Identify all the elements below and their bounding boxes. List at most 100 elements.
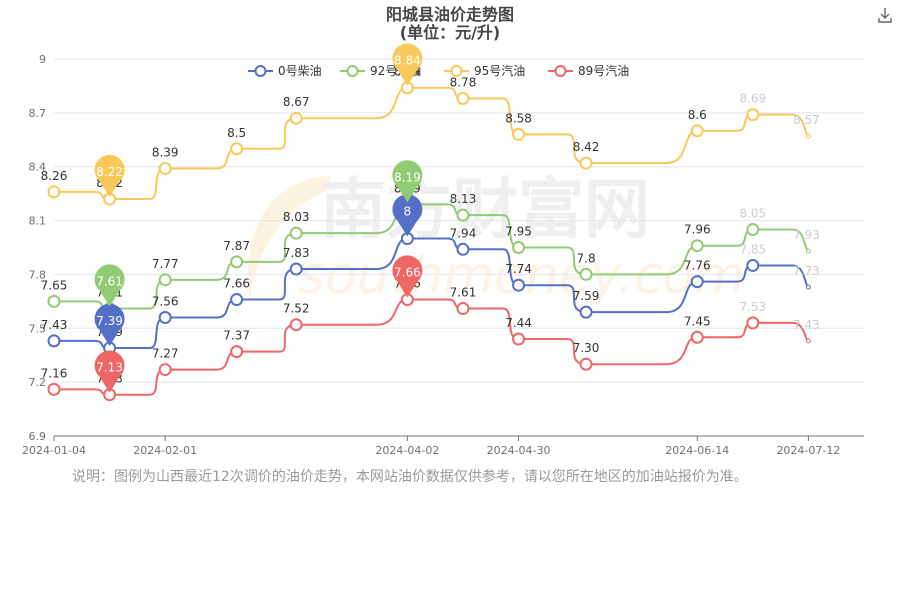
data-point	[512, 241, 526, 254]
marker-pin: 7.61	[94, 264, 125, 307]
y-tick-label: 6.9	[29, 430, 47, 443]
y-tick-label: 8.4	[29, 161, 47, 174]
marker-pin-shape	[94, 303, 125, 347]
data-point	[456, 208, 470, 222]
data-label: 8.58	[505, 111, 532, 125]
data-label: 7.96	[684, 223, 711, 237]
data-label: 8.39	[152, 146, 179, 160]
data-label: 7.52	[283, 302, 310, 316]
watermark-swoosh	[248, 175, 330, 300]
data-point	[230, 345, 244, 359]
data-point	[158, 162, 172, 176]
data-label: 7.53	[739, 300, 766, 314]
marker-pin-shape	[392, 43, 423, 86]
data-label: 7.43	[41, 318, 68, 332]
marker-pin: 7.66	[392, 255, 423, 298]
data-label: 7.65	[41, 278, 68, 292]
data-label: 7.93	[793, 228, 820, 242]
data-point	[805, 248, 811, 254]
legend-marker	[450, 65, 463, 77]
download-icon[interactable]	[876, 6, 894, 24]
legend[interactable]: 0号柴油 92号汽油 95号汽油 89号汽油	[248, 63, 629, 78]
data-point	[690, 275, 704, 289]
data-point	[230, 142, 244, 156]
x-tick-label: 2024-02-01	[133, 444, 197, 457]
legend-item[interactable]: 95号汽油	[444, 63, 525, 78]
data-point	[690, 239, 704, 253]
data-point	[579, 267, 593, 281]
data-label: 7.83	[283, 246, 310, 260]
legend-marker	[554, 65, 567, 77]
data-point	[579, 305, 593, 319]
data-point	[289, 226, 303, 240]
data-point	[230, 293, 244, 307]
data-point	[158, 273, 172, 287]
marker-pin-label: 8.84	[394, 54, 421, 68]
data-point	[805, 133, 811, 139]
data-label: 8.6	[688, 108, 707, 122]
data-point	[579, 357, 593, 371]
data-label: 8.5	[227, 126, 246, 140]
data-point	[456, 91, 470, 105]
data-point	[47, 294, 61, 308]
marker-pin: 7.39	[94, 303, 125, 347]
data-point	[47, 334, 61, 348]
data-label: 8.03	[283, 210, 310, 224]
min-max-markers: 7.39 8 7.61 8.19 8.22 8.84 7.13 7.66	[94, 43, 423, 393]
marker-pin: 7.13	[94, 350, 125, 393]
legend-label: 0号柴油	[278, 64, 322, 78]
data-label: 7.44	[505, 316, 532, 330]
data-label: 7.85	[739, 242, 766, 256]
watermark-cn: 南方财富网	[320, 171, 650, 248]
data-point	[746, 108, 760, 122]
data-label: 7.27	[152, 347, 179, 361]
legend-item[interactable]: 0号柴油	[248, 64, 322, 78]
data-point	[289, 111, 303, 125]
data-label: 7.56	[152, 295, 179, 309]
y-tick-label: 8.1	[29, 215, 47, 228]
x-axis: 2024-01-04 2024-02-01 2024-04-02 2024-04-30…	[22, 435, 864, 457]
data-point	[47, 382, 61, 396]
y-tick-label: 8.7	[29, 107, 47, 120]
legend-marker	[254, 65, 267, 77]
data-point	[690, 330, 704, 344]
data-label: 8.05	[739, 207, 766, 221]
x-tick-label: 2024-06-14	[665, 444, 729, 457]
data-label: 8.57	[793, 113, 820, 127]
marker-pin-shape	[392, 255, 423, 298]
data-label: 7.8	[577, 251, 596, 265]
marker-pin-shape	[392, 160, 423, 203]
marker-pin-label: 7.39	[96, 314, 123, 328]
data-point	[746, 316, 760, 330]
data-label: 7.30	[573, 341, 600, 355]
data-point	[456, 302, 470, 316]
data-label: 7.94	[450, 226, 477, 240]
data-point	[289, 318, 303, 332]
marker-pin: 8.19	[392, 160, 423, 203]
marker-pin: 8	[392, 194, 423, 237]
y-tick-label: 9	[39, 53, 46, 66]
legend-marker	[346, 65, 359, 77]
x-tick-label: 2024-04-02	[375, 444, 439, 457]
marker-pin-label: 8.19	[394, 170, 421, 184]
data-point	[158, 363, 172, 377]
data-label: 7.87	[223, 239, 250, 253]
data-point	[512, 127, 526, 141]
y-tick-label: 7.5	[29, 322, 47, 335]
data-point	[47, 185, 61, 199]
legend-item[interactable]: 89号汽油	[548, 63, 629, 78]
data-label: 7.59	[573, 289, 600, 303]
data-point	[512, 332, 526, 346]
marker-pin-label: 8.22	[96, 165, 123, 179]
legend-label: 95号汽油	[474, 63, 525, 78]
data-label: 7.73	[793, 264, 820, 278]
data-point	[746, 223, 760, 237]
data-label: 8.69	[739, 92, 766, 106]
data-label: 8.13	[450, 192, 477, 206]
data-point	[512, 278, 526, 292]
data-label: 7.16	[41, 366, 68, 380]
marker-pin-label: 7.61	[96, 275, 123, 289]
marker-pin-shape	[94, 350, 125, 393]
data-label: 7.74	[505, 262, 532, 276]
data-label: 7.43	[793, 318, 820, 332]
